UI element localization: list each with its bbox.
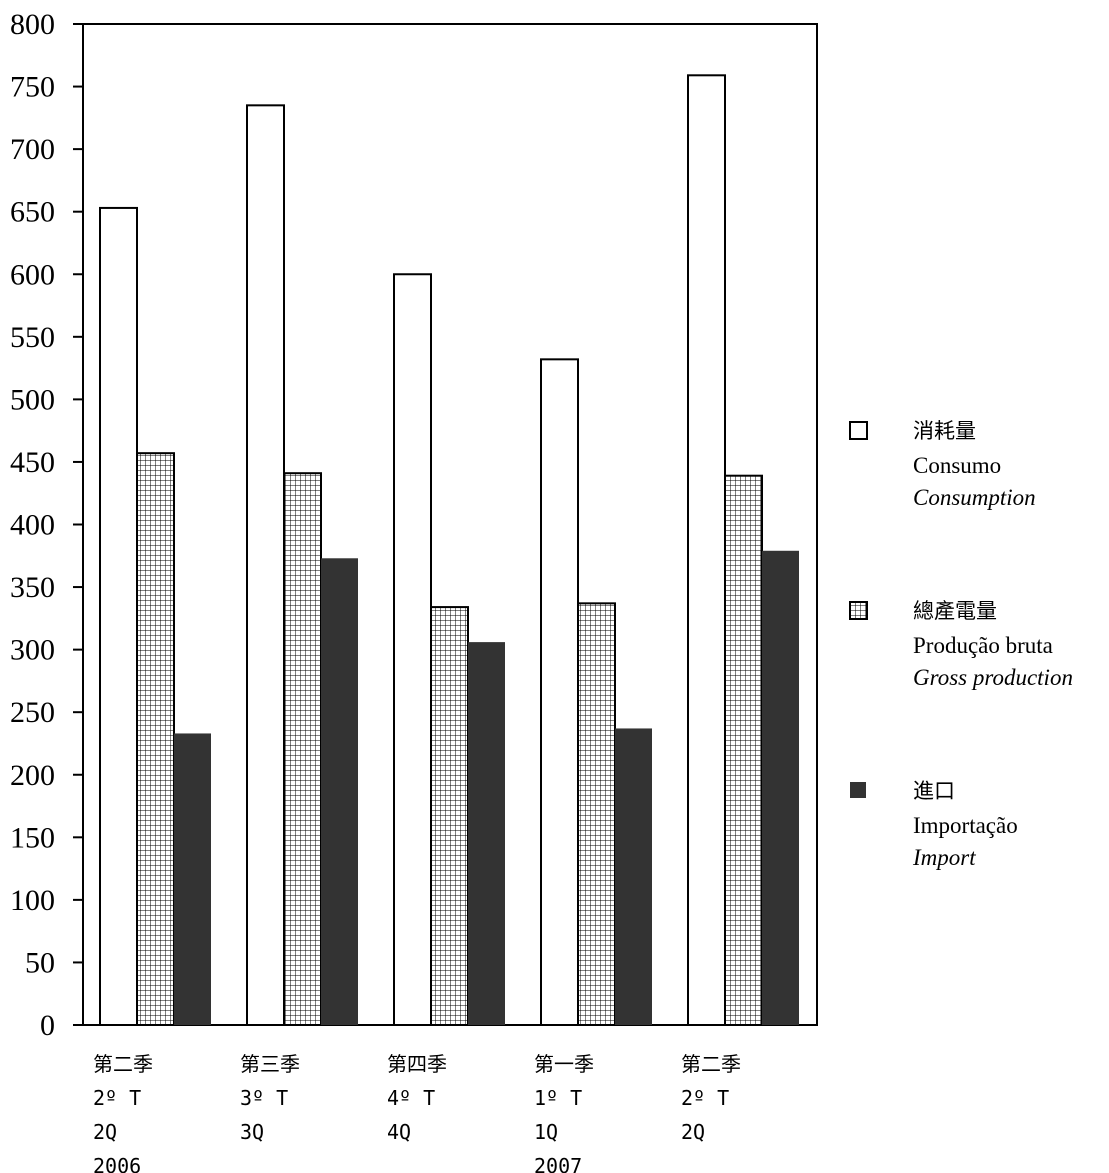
x-tick-label-line: 第一季 — [534, 1052, 594, 1076]
x-tick-label-line: 第四季 — [387, 1052, 447, 1076]
x-tick-label-line: 3Q — [240, 1120, 264, 1144]
legend-label-pt: Importação — [913, 813, 1018, 838]
legend: 消耗量 Consumo Consumption 總產電量 Produção bruta G… — [849, 419, 1073, 870]
x-tick-label-line: 第二季 — [93, 1052, 153, 1076]
legend-label-zh: 總產電量 — [913, 599, 997, 623]
bar-dark-0 — [174, 733, 211, 1025]
legend-label-en: Consumption — [913, 485, 1036, 510]
bar-white-1 — [246, 104, 285, 1027]
x-category-label: 第一季 1º T 1Q 2007 — [534, 1052, 594, 1173]
legend-label-zh: 進口 — [913, 779, 955, 803]
bar-dark-1 — [321, 558, 358, 1025]
y-tick-label: 800 — [10, 8, 55, 41]
bar-white-3 — [540, 358, 579, 1026]
x-category-label: 第三季 3º T 3Q — [240, 1052, 300, 1144]
x-category-label: 第四季 4º T 4Q — [387, 1052, 447, 1144]
y-tick-label: 450 — [10, 446, 55, 479]
y-tick-label: 700 — [10, 133, 55, 166]
x-category-label: 第二季 2º T 2Q 2006 — [93, 1052, 153, 1173]
x-tick-label-line: 第三季 — [240, 1052, 300, 1076]
x-category-label: 第二季 2º T 2Q — [681, 1052, 741, 1144]
y-tick-label: 250 — [10, 696, 55, 729]
y-tick-label: 0 — [40, 1009, 55, 1042]
x-tick-label-line: 4º T — [387, 1086, 435, 1110]
bar-grid-2 — [430, 606, 469, 1027]
y-tick-label: 150 — [10, 821, 55, 854]
legend-label-pt: Consumo — [913, 453, 1001, 478]
y-tick-label: 50 — [25, 946, 55, 979]
bar-dark-2 — [468, 642, 505, 1025]
legend-item: 消耗量 Consumo Consumption — [849, 419, 1036, 510]
bar-white-2 — [393, 273, 432, 1026]
y-tick-label: 600 — [10, 258, 55, 291]
bar-dark-3 — [615, 728, 652, 1025]
bar-grid-4 — [724, 474, 763, 1027]
x-tick-label-line: 第二季 — [681, 1052, 741, 1076]
bar-grid-0 — [136, 452, 175, 1026]
x-tick-label-line: 2007 — [534, 1154, 582, 1173]
bar-dark-4 — [762, 550, 799, 1025]
x-tick-label-line: 2006 — [93, 1154, 141, 1173]
legend-swatch — [849, 601, 868, 620]
bar-grid-1 — [283, 472, 322, 1027]
y-tick-label: 750 — [10, 71, 55, 104]
x-tick-label-line: 4Q — [387, 1120, 411, 1144]
bars — [99, 74, 799, 1027]
bar-white-4 — [687, 74, 726, 1026]
legend-label-zh: 消耗量 — [913, 419, 976, 443]
legend-swatch — [850, 782, 866, 798]
x-tick-label-line: 1º T — [534, 1086, 582, 1110]
x-tick-label-line: 3º T — [240, 1086, 288, 1110]
legend-swatch — [849, 421, 868, 440]
bar-grid-3 — [577, 602, 616, 1026]
legend-label-en: Import — [912, 845, 976, 870]
x-tick-label-line: 2Q — [681, 1120, 705, 1144]
y-tick-label: 100 — [10, 884, 55, 917]
y-tick-label: 400 — [10, 509, 55, 542]
y-tick-label: 550 — [10, 321, 55, 354]
x-tick-label-line: 2Q — [93, 1120, 117, 1144]
legend-label-pt: Produção bruta — [913, 633, 1053, 658]
y-tick-label: 200 — [10, 759, 55, 792]
x-tick-label-line: 2º T — [681, 1086, 729, 1110]
y-tick-label: 650 — [10, 196, 55, 229]
y-tick-label: 300 — [10, 634, 55, 667]
bar-white-0 — [99, 206, 138, 1026]
x-tick-label-line: 2º T — [93, 1086, 141, 1110]
y-axis: 0 50 100 150 200 250 300 350 400 450 500 550 600 650 7… — [10, 8, 83, 1042]
y-tick-label: 500 — [10, 383, 55, 416]
x-tick-label-line: 1Q — [534, 1120, 558, 1144]
legend-item: 總產電量 Produção bruta Gross production — [849, 599, 1073, 690]
x-axis: 第二季 2º T 2Q 2006 第三季 3º T 3Q 第四季 4º T 4Q 第一季 1º T 1Q… — [93, 1052, 741, 1173]
y-tick-label: 350 — [10, 571, 55, 604]
legend-item: 進口 Importação Import — [850, 779, 1018, 870]
legend-label-en: Gross production — [913, 665, 1073, 690]
